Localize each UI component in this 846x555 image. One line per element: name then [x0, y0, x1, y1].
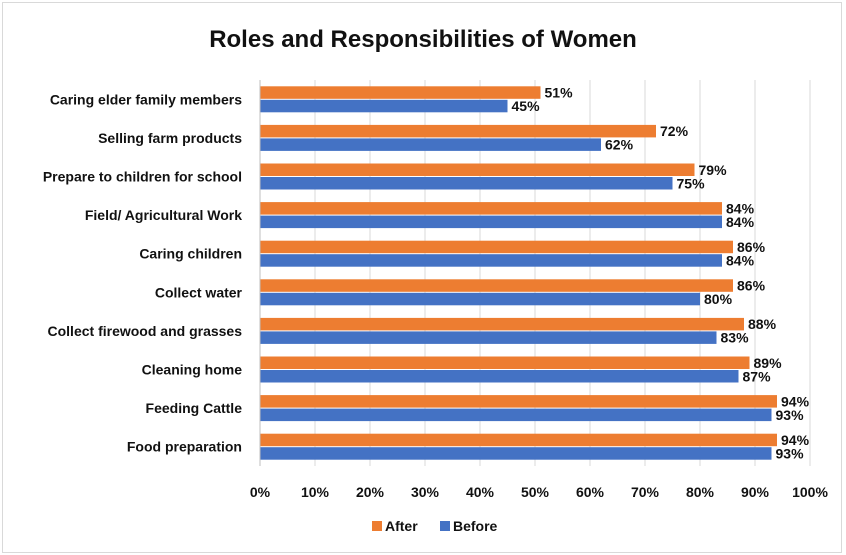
- bar-before: [260, 215, 722, 229]
- category-label: Caring children: [139, 246, 242, 262]
- category-label: Caring elder family members: [50, 91, 242, 107]
- data-label-after: 94%: [781, 432, 810, 448]
- data-label-after: 79%: [699, 162, 728, 178]
- legend-swatch-after: [372, 521, 382, 531]
- chart-title: Roles and Responsibilities of Women: [209, 26, 637, 53]
- data-label-before: 80%: [704, 291, 733, 307]
- category-label: Selling farm products: [98, 130, 242, 146]
- bar-before: [260, 99, 508, 113]
- x-tick-label: 80%: [686, 484, 715, 500]
- x-tick-label: 10%: [301, 484, 330, 500]
- bar-before: [260, 447, 772, 460]
- bar-after: [260, 395, 777, 408]
- bar-before: [260, 254, 722, 267]
- x-tick-label: 70%: [631, 484, 660, 500]
- data-label-after: 86%: [737, 239, 766, 255]
- data-label-before: 84%: [726, 252, 755, 268]
- category-label: Feeding Cattle: [146, 400, 243, 416]
- data-label-after: 94%: [781, 393, 810, 409]
- x-tick-label: 50%: [521, 484, 550, 500]
- legend-label-before: Before: [453, 518, 498, 534]
- category-label: Collect water: [155, 284, 243, 300]
- bar-after: [260, 86, 541, 99]
- bar-before: [260, 177, 673, 190]
- data-label-after: 84%: [726, 200, 755, 216]
- bar-after: [260, 202, 722, 215]
- legend-label-after: After: [385, 518, 418, 534]
- category-label: Cleaning home: [142, 362, 243, 378]
- data-label-before: 87%: [743, 368, 772, 384]
- bar-after: [260, 433, 777, 447]
- x-tick-label: 60%: [576, 484, 605, 500]
- data-label-before: 84%: [726, 214, 755, 230]
- bar-before: [260, 408, 772, 422]
- x-tick-label: 90%: [741, 484, 770, 500]
- x-tick-label: 100%: [792, 484, 828, 500]
- x-tick-label: 0%: [250, 484, 271, 500]
- bar-after: [260, 163, 695, 176]
- data-label-after: 88%: [748, 316, 777, 332]
- bar-before: [260, 370, 739, 383]
- bar-before: [260, 331, 717, 344]
- data-label-after: 72%: [660, 123, 689, 139]
- data-label-after: 89%: [754, 355, 783, 371]
- x-tick-label: 30%: [411, 484, 440, 500]
- bar-after: [260, 317, 744, 331]
- category-label: Food preparation: [127, 439, 242, 455]
- bar-after: [260, 124, 656, 138]
- bar-before: [260, 138, 601, 151]
- data-label-after: 86%: [737, 278, 766, 294]
- category-label: Prepare to children for school: [43, 169, 242, 185]
- legend-swatch-before: [440, 521, 450, 531]
- data-label-after: 51%: [545, 85, 574, 101]
- bar-after: [260, 240, 733, 254]
- data-label-before: 83%: [721, 330, 750, 346]
- x-tick-label: 40%: [466, 484, 495, 500]
- bar-after: [260, 356, 750, 369]
- category-label: Collect firewood and grasses: [48, 323, 243, 339]
- data-label-before: 62%: [605, 137, 634, 153]
- bar-before: [260, 292, 700, 306]
- data-label-before: 45%: [512, 98, 541, 114]
- x-tick-label: 20%: [356, 484, 385, 500]
- data-label-before: 75%: [677, 175, 706, 191]
- data-label-before: 93%: [776, 407, 805, 423]
- category-label: Field/ Agricultural Work: [85, 207, 242, 223]
- bar-after: [260, 279, 733, 292]
- data-label-before: 93%: [776, 445, 805, 461]
